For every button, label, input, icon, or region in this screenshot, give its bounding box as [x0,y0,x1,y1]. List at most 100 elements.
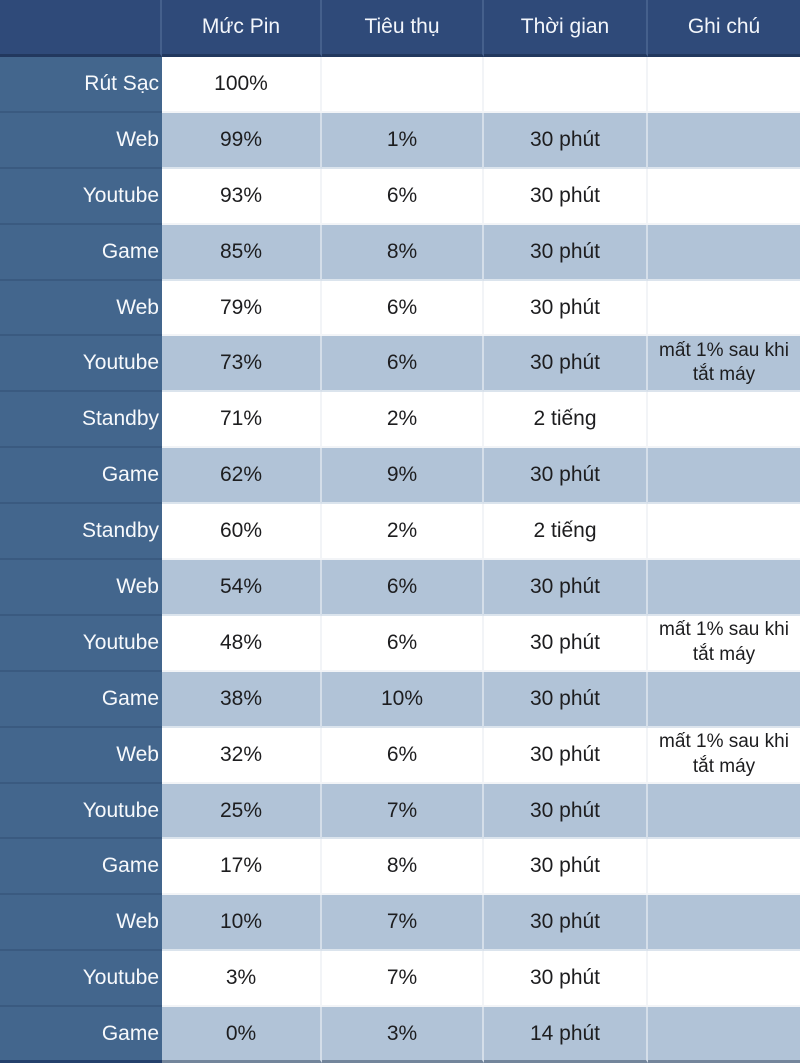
cell-muc-pin: 3% [162,951,322,1008]
cell-muc-pin: 99% [162,112,322,169]
cell-muc-pin: 73% [162,336,322,393]
table-row: Standby 71% 2% 2 tiếng [0,392,800,449]
header-cell-muc-pin: Mức Pin [162,0,322,57]
table-row: Web 32% 6% 30 phút mất 1% sau khi tắt má… [0,727,800,784]
cell-tieu-thu: 2% [322,392,484,449]
table-row: Game 62% 9% 30 phút [0,448,800,505]
cell-ghi-chu [648,1007,800,1063]
cell-tieu-thu: 8% [322,839,484,896]
table-row: Youtube 48% 6% 30 phút mất 1% sau khi tắ… [0,615,800,672]
table-row: Standby 60% 2% 2 tiếng [0,504,800,561]
cell-tieu-thu: 8% [322,224,484,281]
cell-muc-pin: 60% [162,504,322,561]
cell-muc-pin: 48% [162,615,322,672]
cell-tieu-thu: 1% [322,112,484,169]
cell-tieu-thu: 7% [322,951,484,1008]
table-row: Youtube 3% 7% 30 phút [0,951,800,1008]
table-row: Game 0% 3% 14 phút [0,1007,800,1063]
cell-muc-pin: 62% [162,448,322,505]
row-label: Web [0,280,162,337]
cell-tieu-thu: 9% [322,448,484,505]
cell-thoi-gian: 30 phút [484,112,648,169]
cell-thoi-gian: 14 phút [484,1007,648,1063]
row-label: Web [0,560,162,616]
header-cell-tieu-thu: Tiêu thụ [322,0,484,57]
cell-ghi-chu: mất 1% sau khi tắt máy [648,727,800,784]
row-label: Rút Sạc [0,57,162,113]
table-row: Game 17% 8% 30 phút [0,839,800,896]
cell-thoi-gian: 30 phút [484,448,648,505]
table-row: Game 85% 8% 30 phút [0,224,800,281]
cell-muc-pin: 0% [162,1007,322,1063]
row-label: Game [0,1007,162,1063]
cell-ghi-chu [648,783,800,840]
cell-tieu-thu: 7% [322,783,484,840]
cell-ghi-chu [648,839,800,896]
row-label: Youtube [0,168,162,225]
cell-ghi-chu [648,168,800,225]
table-row: Web 10% 7% 30 phút [0,895,800,952]
cell-ghi-chu [648,280,800,337]
cell-muc-pin: 85% [162,224,322,281]
table-row: Youtube 25% 7% 30 phút [0,783,800,840]
cell-thoi-gian: 30 phút [484,615,648,672]
cell-ghi-chu: mất 1% sau khi tắt máy [648,615,800,672]
cell-muc-pin: 54% [162,560,322,616]
table-row: Youtube 93% 6% 30 phút [0,168,800,225]
row-label: Game [0,839,162,896]
cell-thoi-gian: 30 phút [484,168,648,225]
cell-tieu-thu: 10% [322,671,484,728]
cell-tieu-thu: 6% [322,560,484,616]
cell-ghi-chu [648,951,800,1008]
cell-thoi-gian: 30 phút [484,336,648,393]
cell-tieu-thu: 6% [322,615,484,672]
cell-muc-pin: 71% [162,392,322,449]
cell-thoi-gian: 30 phút [484,560,648,616]
header-cell-thoi-gian: Thời gian [484,0,648,57]
cell-tieu-thu: 3% [322,1007,484,1063]
cell-ghi-chu [648,224,800,281]
cell-ghi-chu [648,448,800,505]
cell-ghi-chu: mất 1% sau khi tắt máy [648,336,800,393]
cell-tieu-thu: 6% [322,727,484,784]
cell-thoi-gian: 30 phút [484,895,648,952]
cell-muc-pin: 79% [162,280,322,337]
row-label: Youtube [0,783,162,840]
header-cell-ghi-chu: Ghi chú [648,0,800,57]
cell-ghi-chu [648,57,800,113]
row-label: Youtube [0,336,162,393]
cell-ghi-chu [648,504,800,561]
cell-thoi-gian: 30 phút [484,783,648,840]
cell-thoi-gian: 30 phút [484,727,648,784]
cell-thoi-gian: 30 phút [484,280,648,337]
cell-muc-pin: 100% [162,57,322,113]
row-label: Game [0,224,162,281]
cell-muc-pin: 93% [162,168,322,225]
table-row: Web 99% 1% 30 phút [0,112,800,169]
cell-muc-pin: 38% [162,671,322,728]
row-label: Youtube [0,951,162,1008]
header-cell-empty [0,0,162,57]
table-row: Web 79% 6% 30 phút [0,280,800,337]
cell-thoi-gian: 30 phút [484,224,648,281]
cell-ghi-chu [648,392,800,449]
cell-tieu-thu: 2% [322,504,484,561]
cell-tieu-thu: 6% [322,168,484,225]
table-row: Game 38% 10% 30 phút [0,671,800,728]
cell-tieu-thu: 6% [322,336,484,393]
cell-tieu-thu: 6% [322,280,484,337]
cell-thoi-gian: 30 phút [484,671,648,728]
row-label: Web [0,727,162,784]
row-label: Web [0,112,162,169]
cell-muc-pin: 17% [162,839,322,896]
cell-ghi-chu [648,560,800,616]
table-row: Web 54% 6% 30 phút [0,560,800,616]
cell-muc-pin: 25% [162,783,322,840]
cell-thoi-gian: 2 tiếng [484,392,648,449]
header-row: Mức Pin Tiêu thụ Thời gian Ghi chú [0,0,800,57]
cell-muc-pin: 10% [162,895,322,952]
cell-tieu-thu: 7% [322,895,484,952]
row-label: Standby [0,504,162,561]
cell-ghi-chu [648,895,800,952]
